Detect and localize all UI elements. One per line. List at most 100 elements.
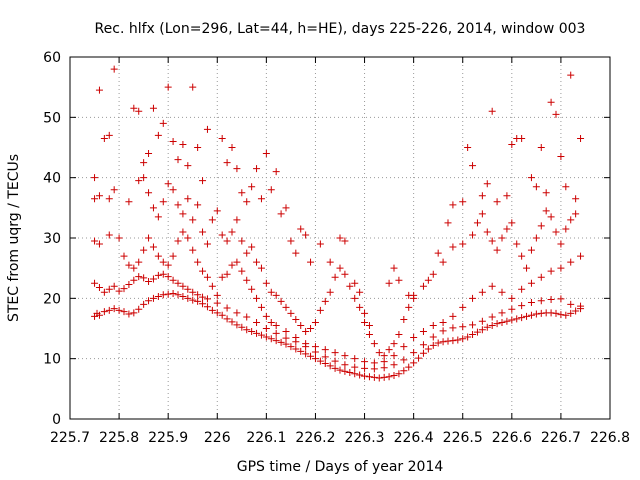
data-point-marker xyxy=(262,279,270,287)
data-point-marker xyxy=(223,270,231,278)
data-point-marker xyxy=(262,150,270,158)
data-point-marker xyxy=(203,303,211,311)
data-point-marker xyxy=(248,243,256,251)
data-point-marker xyxy=(262,325,270,332)
x-tick-label: 226.4 xyxy=(394,430,434,446)
data-point-marker xyxy=(331,349,339,357)
data-point-marker xyxy=(91,195,99,203)
data-point-marker xyxy=(370,373,378,381)
data-point-marker xyxy=(110,305,118,313)
data-point-marker xyxy=(95,240,103,248)
data-point-marker xyxy=(140,274,148,282)
data-point-marker xyxy=(243,276,251,284)
data-point-marker xyxy=(356,371,364,379)
data-point-marker xyxy=(478,326,486,334)
data-point-marker xyxy=(169,186,177,194)
data-point-marker xyxy=(326,288,334,296)
x-tick-label: 226.7 xyxy=(541,430,581,446)
data-point-marker xyxy=(405,303,413,311)
data-point-marker xyxy=(203,125,211,133)
data-point-marker xyxy=(449,337,457,345)
data-point-marker xyxy=(361,372,369,380)
data-point-marker xyxy=(179,282,187,290)
data-point-marker xyxy=(228,228,236,236)
data-point-marker xyxy=(361,309,369,317)
data-point-marker xyxy=(498,318,506,326)
y-axis-label: STEC from uqrg / TECUs xyxy=(6,154,22,322)
y-tick-label: 30 xyxy=(43,231,61,247)
data-point-marker xyxy=(233,165,241,173)
data-point-marker xyxy=(577,302,585,310)
data-point-marker xyxy=(572,195,580,203)
x-axis-label: GPS time / Days of year 2014 xyxy=(237,459,444,475)
data-point-marker xyxy=(577,134,585,142)
data-point-marker xyxy=(469,321,477,329)
data-point-marker xyxy=(557,311,565,319)
data-points xyxy=(91,65,585,382)
data-point-marker xyxy=(213,291,221,299)
data-point-marker xyxy=(115,287,123,295)
data-point-marker xyxy=(164,83,172,91)
data-point-marker xyxy=(429,333,437,341)
data-point-marker xyxy=(302,340,310,348)
data-point-marker xyxy=(390,340,398,348)
data-point-marker xyxy=(351,363,359,371)
data-point-marker xyxy=(341,352,349,360)
data-point-marker xyxy=(253,165,261,173)
data-point-marker xyxy=(149,204,157,212)
data-point-marker xyxy=(292,345,300,353)
data-point-marker xyxy=(527,174,535,182)
data-point-marker xyxy=(380,358,388,366)
data-point-marker xyxy=(311,318,319,326)
data-point-marker xyxy=(302,350,310,358)
data-point-marker xyxy=(194,144,202,151)
data-point-marker xyxy=(459,198,467,206)
data-point-marker xyxy=(444,337,452,345)
x-tick-label: 225.7 xyxy=(50,430,90,446)
data-point-marker xyxy=(140,246,148,254)
data-point-marker xyxy=(257,303,265,311)
data-point-marker xyxy=(449,243,457,251)
data-point-marker xyxy=(243,249,251,257)
data-point-marker xyxy=(424,276,432,284)
x-tick-label: 226 xyxy=(204,430,231,446)
data-point-marker xyxy=(189,246,197,254)
data-point-marker xyxy=(130,309,138,317)
data-point-marker xyxy=(508,305,516,313)
data-point-marker xyxy=(194,258,202,266)
data-point-marker xyxy=(100,288,108,296)
data-point-marker xyxy=(316,306,324,314)
data-point-marker xyxy=(577,252,585,260)
data-point-marker xyxy=(140,159,148,167)
data-point-marker xyxy=(282,334,290,342)
data-point-marker xyxy=(346,369,354,377)
data-point-marker xyxy=(483,180,491,188)
data-point-marker xyxy=(302,328,310,336)
data-point-marker xyxy=(567,258,575,266)
data-point-marker xyxy=(469,162,477,170)
data-point-marker xyxy=(547,98,555,106)
data-point-marker xyxy=(174,237,182,245)
data-point-marker xyxy=(449,312,457,320)
data-point-marker xyxy=(105,285,113,293)
data-point-marker xyxy=(154,213,162,221)
data-point-marker xyxy=(154,271,162,279)
data-point-marker xyxy=(498,309,506,317)
data-point-marker xyxy=(302,231,310,239)
data-point-marker xyxy=(459,323,467,331)
data-point-marker xyxy=(390,372,398,380)
data-point-marker xyxy=(287,309,295,317)
data-point-marker xyxy=(439,258,447,266)
data-point-marker xyxy=(493,320,501,328)
data-point-marker xyxy=(415,354,423,362)
data-point-marker xyxy=(257,195,265,203)
data-point-marker xyxy=(439,327,447,335)
y-tick-label: 10 xyxy=(43,352,61,368)
data-point-marker xyxy=(267,288,275,296)
data-point-marker xyxy=(547,267,555,275)
data-point-marker xyxy=(572,210,580,218)
data-point-marker xyxy=(115,306,123,314)
data-point-marker xyxy=(110,282,118,290)
data-point-marker xyxy=(110,65,118,73)
data-point-marker xyxy=(208,216,216,224)
